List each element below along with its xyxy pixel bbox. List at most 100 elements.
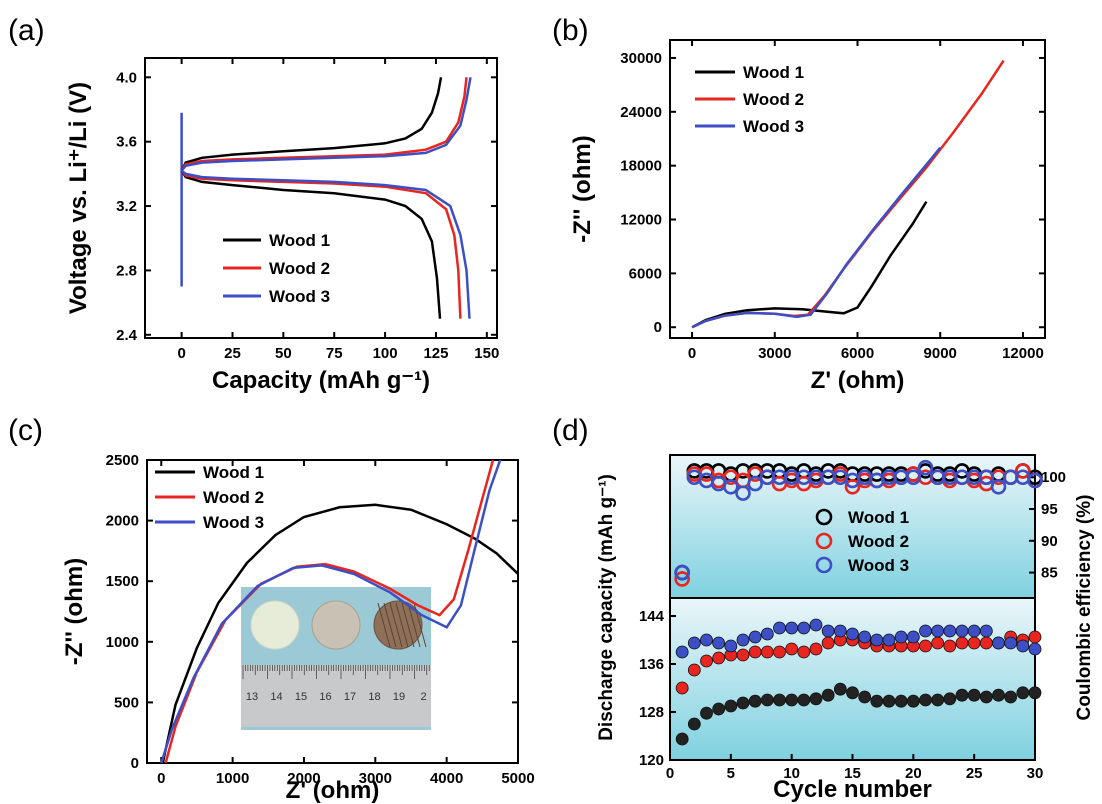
sample-disc-2	[311, 600, 361, 650]
ruler	[241, 665, 431, 727]
y-tick-label: 3.2	[116, 198, 137, 215]
y-tick-label: 18000	[620, 158, 662, 175]
y-tick-label: 0	[131, 755, 139, 772]
x-axis-title: Cycle number	[773, 776, 932, 803]
efficiency-point	[978, 469, 995, 486]
efficiency-point	[747, 475, 763, 492]
efficiency-point	[674, 571, 690, 587]
x-tick-label: 0	[666, 765, 674, 782]
legend-marker	[815, 556, 833, 574]
capacity-point	[858, 690, 872, 704]
panel-b: (b) 0 3000 6000 9000 12000 0 6000 12000 18000 2400…	[552, 14, 1046, 394]
capacity-point	[797, 645, 811, 659]
capacity-point	[773, 693, 786, 707]
y2-axis-title: Coulombic efficiency (%)	[1074, 495, 1095, 721]
capacity-point	[821, 636, 835, 650]
x-tick-label: 10	[783, 765, 800, 782]
capacity-point	[785, 693, 799, 707]
efficiency-point	[917, 459, 934, 476]
capacity-point	[955, 624, 969, 638]
legend-label: Wood 1	[203, 463, 264, 482]
x-tick-label: 12000	[1002, 345, 1044, 362]
y-tick-label: 6000	[629, 265, 662, 282]
disc-texture-line	[401, 602, 415, 648]
ruler-number: 15	[295, 691, 307, 703]
capacity-point	[858, 630, 872, 644]
x-tick-label: 100	[373, 345, 398, 362]
series-line	[160, 460, 502, 763]
capacity-point	[736, 633, 750, 647]
capacity-point	[687, 636, 701, 650]
x-tick-label: 3000	[758, 345, 791, 362]
capacity-point	[882, 633, 896, 647]
y-axis-title: Discharge capacity (mAh g⁻¹)	[596, 474, 617, 741]
series-line-charge	[180, 77, 472, 172]
y-tick-label: 3.6	[116, 134, 137, 151]
disc-texture-line	[383, 602, 397, 648]
x-tick-label: 25	[966, 765, 983, 782]
efficiency-point	[990, 478, 1007, 495]
capacity-point	[724, 699, 738, 713]
y-tick-label: 2000	[106, 513, 139, 530]
y-tick-label: 136	[639, 656, 664, 673]
y-tick-label: 0	[654, 319, 662, 336]
x-tick-label: 25	[224, 345, 241, 362]
series-line	[691, 146, 942, 329]
x-tick-label: 5	[727, 765, 735, 782]
capacity-point	[785, 621, 799, 635]
x-axis-title: Capacity (mAh g⁻¹)	[212, 367, 430, 394]
series-line-discharge	[180, 169, 462, 319]
capacity-point	[773, 621, 786, 635]
capacity-point	[894, 630, 908, 644]
x-tick-label: 6000	[841, 345, 874, 362]
capacity-point	[1004, 690, 1018, 704]
capacity-point	[846, 686, 859, 700]
capacity-point	[1028, 630, 1042, 644]
panel-c: (c) 0 1000 2000 3000 4000 5000 0 500 1000 1500 2000…	[8, 414, 535, 804]
legend-label: Wood 3	[203, 513, 264, 532]
x-tick-label: 1000	[216, 770, 249, 787]
y-tick-label: 30000	[620, 50, 662, 67]
ruler-number: 13	[246, 691, 258, 703]
capacity-background	[670, 598, 1035, 760]
legend-label: Wood 1	[269, 231, 330, 250]
panel-label: (a)	[8, 14, 45, 47]
capacity-point	[700, 633, 713, 647]
capacity-point	[919, 693, 932, 707]
legend-label: Wood 2	[269, 259, 330, 278]
capacity-point	[1016, 639, 1030, 653]
capacity-point	[979, 624, 993, 638]
sample-disc-1	[250, 600, 300, 650]
y-tick-label: 2500	[106, 452, 139, 469]
capacity-point	[955, 636, 969, 650]
y-tick-label: 500	[114, 694, 139, 711]
capacity-point	[687, 663, 701, 677]
capacity-point	[992, 688, 1005, 702]
panel-d: (d) 0 5 10 15 20 25 30 120 128 136 144 85 90 95 100 Cycl…	[552, 414, 1095, 803]
ruler-number: 18	[368, 691, 380, 703]
plot-frame	[144, 57, 498, 339]
capacity-point	[943, 692, 957, 706]
capacity-point	[785, 642, 799, 656]
capacity-point	[955, 688, 969, 702]
legend-label: Wood 3	[269, 287, 330, 306]
x-axis-title: Z' (ohm)	[286, 777, 380, 804]
capacity-point	[821, 688, 835, 702]
legend-label: Wood 1	[848, 508, 909, 527]
capacity-point	[687, 717, 701, 731]
efficiency-point	[735, 485, 751, 501]
capacity-point	[773, 645, 786, 659]
x-tick-label: 20	[905, 765, 922, 782]
capacity-point	[809, 692, 823, 706]
efficiency-point	[1015, 463, 1031, 479]
capacity-point	[943, 624, 957, 638]
y2-tick-label: 100	[1041, 469, 1066, 486]
legend-label: Wood 3	[848, 556, 909, 575]
y-tick-label: 1000	[106, 634, 139, 651]
series-line	[161, 503, 518, 763]
sample-disc-3	[373, 600, 423, 650]
x-tick-label: 50	[275, 345, 292, 362]
x-tick-label: 5000	[501, 770, 534, 787]
capacity-point	[748, 630, 762, 644]
